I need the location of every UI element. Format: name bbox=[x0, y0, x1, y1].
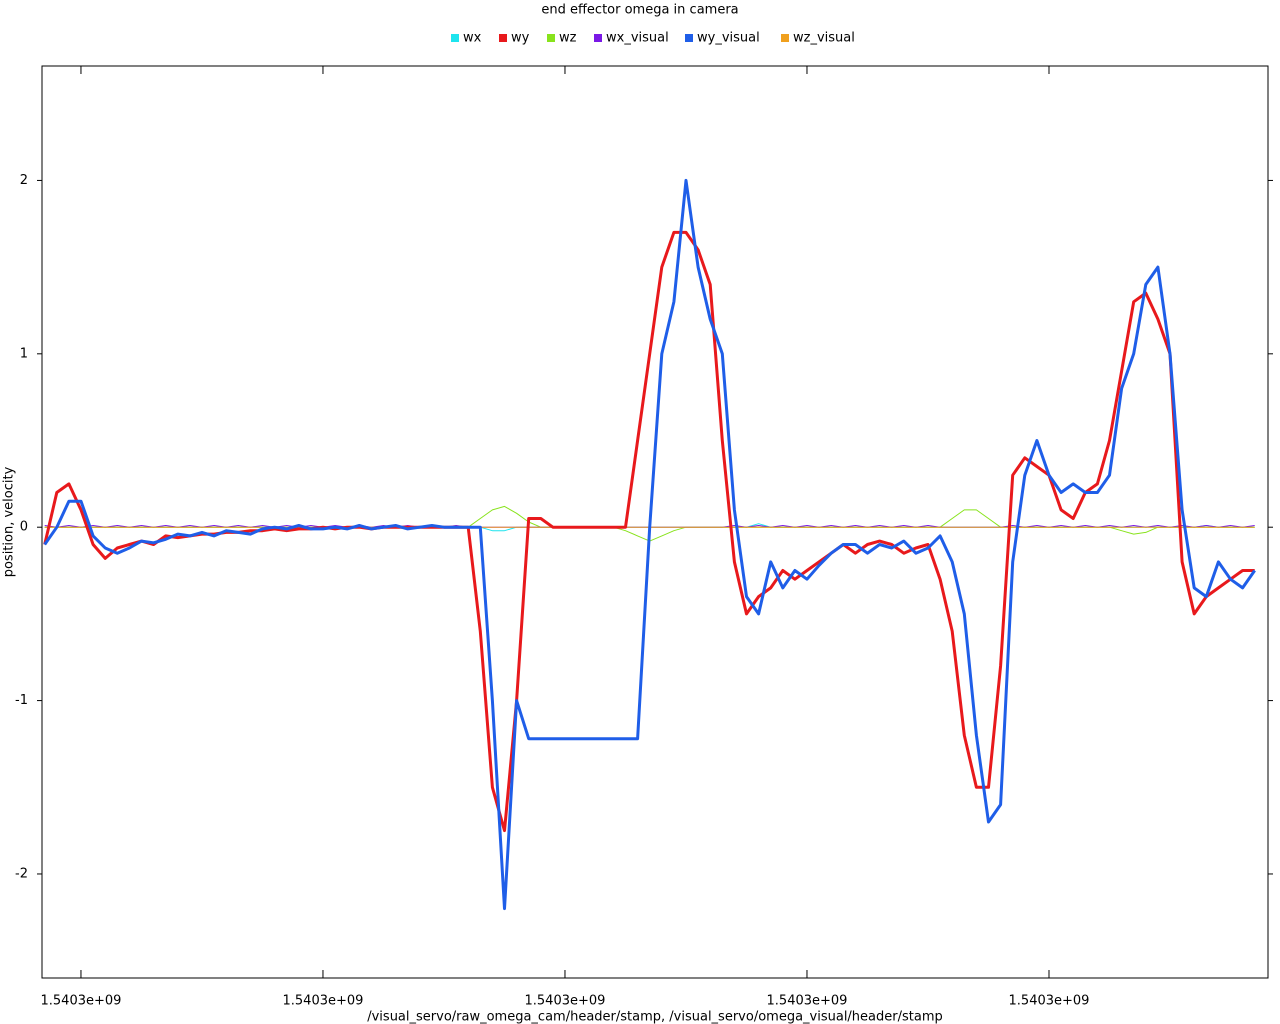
legend-label: wy bbox=[511, 31, 530, 46]
y-tick-label: 0 bbox=[20, 520, 28, 535]
x-tick-label: 1.5403e+09 bbox=[41, 994, 122, 1009]
legend-swatch bbox=[781, 34, 789, 42]
y-tick-label: 1 bbox=[20, 346, 28, 361]
chart-title: end effector omega in camera bbox=[541, 3, 738, 18]
legend-swatch bbox=[547, 34, 555, 42]
plot-frame bbox=[41, 65, 1269, 979]
x-tick-label: 1.5403e+09 bbox=[283, 994, 364, 1009]
legend-label: wx bbox=[463, 31, 482, 46]
x-tick-label: 1.5403e+09 bbox=[1009, 994, 1090, 1009]
y-axis-label: position, velocity bbox=[2, 466, 17, 577]
x-tick-label: 1.5403e+09 bbox=[525, 994, 606, 1009]
legend-swatch bbox=[594, 34, 602, 42]
legend-swatch bbox=[451, 34, 459, 42]
x-tick-label: 1.5403e+09 bbox=[767, 994, 848, 1009]
legend-swatch bbox=[685, 34, 693, 42]
legend-label: wz_visual bbox=[793, 31, 855, 46]
legend-label: wz bbox=[559, 31, 577, 46]
y-tick-label: -2 bbox=[15, 866, 28, 881]
y-tick-label: -1 bbox=[15, 693, 28, 708]
legend-label: wx_visual bbox=[606, 31, 669, 46]
y-tick-label: 2 bbox=[20, 173, 28, 188]
series-line bbox=[43, 230, 1255, 833]
series-line bbox=[43, 178, 1256, 911]
x-axis-label: /visual_servo/raw_omega_cam/header/stamp… bbox=[367, 1010, 943, 1024]
legend-swatch bbox=[499, 34, 507, 42]
legend-label: wy_visual bbox=[697, 31, 760, 46]
